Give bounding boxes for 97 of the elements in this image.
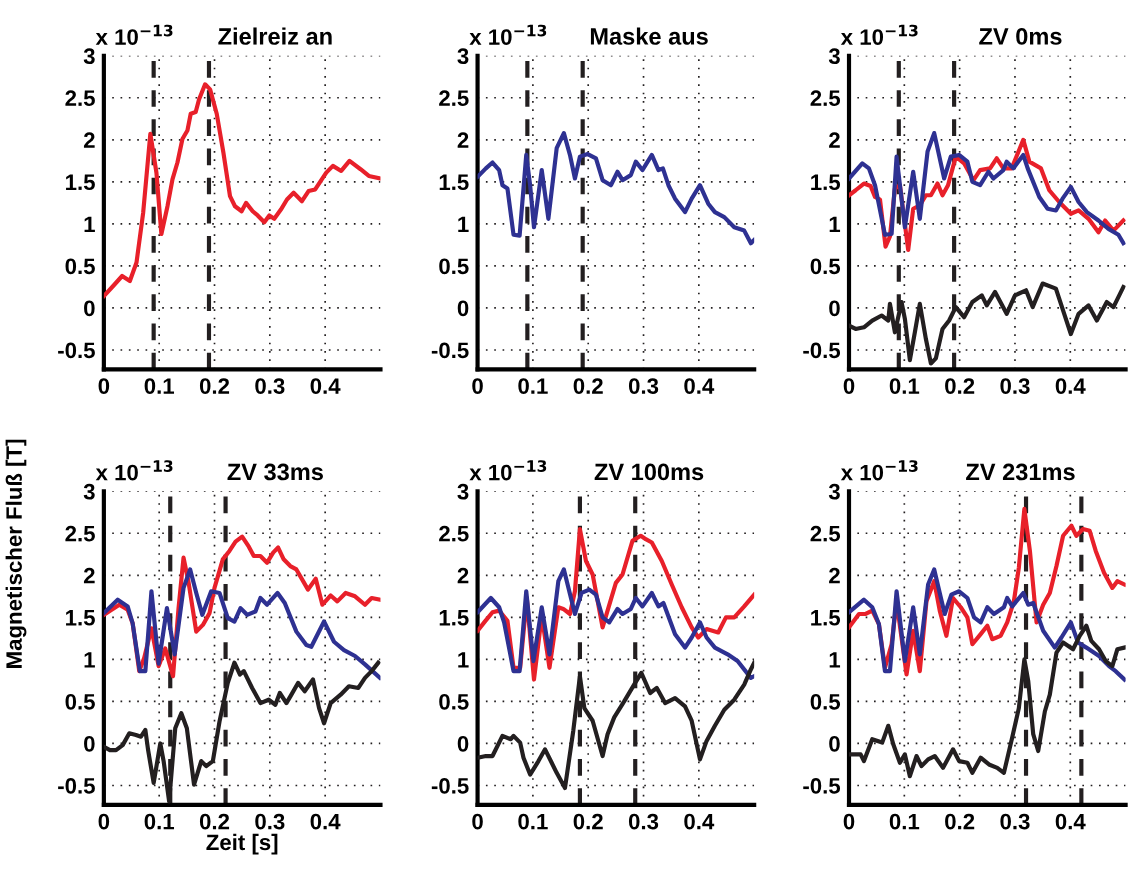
x-tick-label: 0.1 [518,813,548,830]
y-tick-label: -0.5 [431,342,469,359]
chart-title: ZV 0ms [979,28,1062,45]
x-tick-label: 0.4 [310,378,341,394]
y-tick-label: 2 [83,132,95,148]
chart-title: Zielreiz an [218,27,332,45]
y-tick-label: 1 [829,652,841,668]
text: x 10$^{−13}$ [840,24,918,45]
x-tick-label: 0 [98,813,110,830]
y-tick-label: 1.5 [811,610,841,626]
y-tick-label: 2 [83,567,95,584]
y-tick-label: 0 [84,300,95,317]
y-tick-label: 2.5 [810,90,841,107]
x-tick-label: 0.4 [1055,813,1086,830]
x-tick-label: 0.1 [889,813,920,830]
x-axis-title: Zeit [s] [206,833,278,855]
y-tick-label: -0.5 [803,778,841,794]
y-tick-label: 2 [457,132,469,148]
y-tick-label: -0.5 [58,342,95,359]
line-series [103,567,381,680]
x-tick-label: 0.4 [684,378,715,394]
x-tick-label: 0 [843,813,855,830]
chart-title: ZV 231ms [966,463,1075,481]
x-tick-label: 0.2 [945,813,975,830]
y-tick-label: 1.5 [439,174,469,191]
y-tick-label: 2.5 [439,525,469,542]
y-tick-label: 2.5 [439,90,469,107]
y-tick-label: 2 [457,567,469,584]
y-tick-label: 1 [84,216,95,232]
x-tick-label: 0.4 [310,813,341,830]
x-tick-label: 0 [843,378,855,394]
y-tick-label: 1.5 [66,174,95,191]
y-tick-label: 1 [829,216,841,232]
y-tick-label: 1 [84,652,95,668]
x-tick-label: 0.2 [199,378,230,394]
y-tick-label: -0.5 [803,342,841,359]
y-tick-label: 2 [829,567,840,584]
text: x 10$^{−13}$ [469,460,547,481]
y-tick-label: 3 [457,48,469,65]
x-tick-label: 0 [472,813,483,830]
y-tick-label: 0.5 [439,258,469,275]
x-tick-label: 0.4 [684,813,715,830]
chart-title: ZV 100ms [594,463,704,481]
x-tick-label: 0.1 [144,378,175,394]
y-axis-title: Magnetischer Fluß [T] [5,439,27,668]
y-tick-label: 1.5 [439,610,469,626]
x-tick-label: 0.3 [255,813,285,830]
line-series [477,130,755,246]
chart-title: ZV 33ms [227,463,323,481]
y-tick-label: 0.5 [439,693,469,710]
y-tick-label: 0.5 [810,693,841,710]
y-tick-label: 0.5 [810,258,841,275]
x-tick-label: 0.1 [889,378,920,394]
y-tick-label: 0 [84,735,95,752]
x-tick-label: 0.3 [628,813,659,830]
y-tick-label: 3 [828,48,840,65]
y-tick-label: 1 [458,652,469,668]
y-tick-label: 0 [457,735,469,752]
x-tick-label: 0.2 [199,813,230,830]
y-tick-label: 0.5 [65,693,95,710]
x-tick-label: 0 [98,378,110,394]
y-tick-label: 2 [829,132,840,148]
y-tick-label: 0 [829,300,840,317]
x-tick-label: 0.4 [1055,378,1086,394]
x-tick-label: 0.2 [573,813,603,830]
text: x 10$^{−13}$ [840,460,918,481]
x-tick-label: 0.2 [945,378,975,394]
x-tick-label: 0.3 [1000,378,1030,394]
y-tick-label: 0.5 [65,258,95,275]
y-tick-label: 3 [83,483,95,500]
text: x 10$^{−13}$ [469,24,547,45]
y-tick-label: 3 [457,483,469,500]
x-tick-label: 0.1 [518,378,548,394]
text: x 10$^{−13}$ [95,460,173,481]
line-series [477,567,755,680]
y-tick-label: 2.5 [65,90,95,107]
y-tick-label: 2.5 [65,525,95,542]
x-tick-label: 0.3 [255,378,285,394]
y-tick-label: 3 [83,48,95,65]
y-tick-label: 0 [829,735,840,752]
chart-title: Maske aus [590,27,708,45]
y-tick-label: 2.5 [810,525,841,542]
y-tick-label: 0 [457,300,469,317]
y-tick-label: 3 [828,483,840,500]
x-tick-label: 0 [472,378,483,394]
x-tick-label: 0.3 [628,378,659,394]
y-tick-label: -0.5 [58,778,95,794]
x-tick-label: 0.2 [573,378,603,394]
x-tick-label: 0.3 [1000,813,1030,830]
text: x 10$^{−13}$ [95,24,173,45]
y-tick-label: 1.5 [811,174,841,191]
y-tick-label: 1 [458,216,469,232]
y-tick-label: 1.5 [66,610,95,626]
line-series [849,567,1126,682]
y-tick-label: -0.5 [431,778,469,794]
line-series [103,82,381,299]
x-tick-label: 0.1 [144,813,175,830]
